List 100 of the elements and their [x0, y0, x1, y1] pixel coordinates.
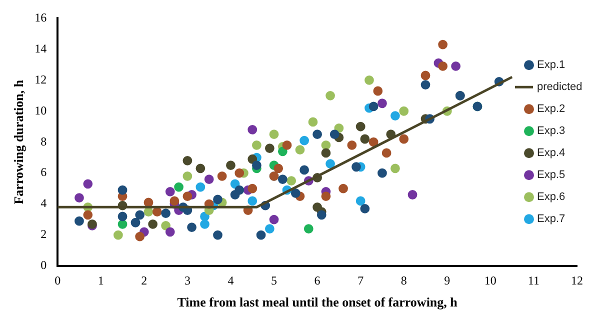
y-tick-label: 0: [40, 258, 47, 272]
point: [74, 216, 84, 226]
point: [321, 192, 331, 202]
point: [264, 144, 274, 153]
point: [330, 130, 340, 140]
point: [174, 182, 184, 192]
x-tick-label: 10: [484, 273, 496, 288]
point: [438, 62, 448, 71]
point: [326, 159, 335, 168]
point: [352, 162, 361, 172]
point: [378, 168, 387, 178]
point: [234, 168, 244, 178]
point: [113, 230, 123, 240]
point: [300, 165, 310, 175]
point: [196, 182, 206, 192]
point: [187, 222, 196, 232]
point: [182, 192, 192, 202]
x-tick-label: 5: [271, 273, 278, 288]
point: [274, 164, 284, 174]
point: [304, 224, 314, 234]
point: [295, 145, 305, 155]
legend-label: Exp.7: [537, 213, 566, 226]
point: [282, 140, 292, 150]
point: [360, 204, 370, 214]
legend-label: Exp.5: [537, 169, 566, 182]
point: [420, 80, 430, 90]
point: [135, 210, 145, 220]
point: [356, 122, 366, 132]
point: [290, 188, 300, 198]
x-tick-label: 2: [141, 273, 148, 288]
point: [252, 160, 262, 170]
point: [148, 219, 158, 229]
point: [382, 148, 392, 158]
point: [248, 154, 258, 164]
point: [451, 62, 461, 71]
point: [356, 196, 366, 206]
point: [368, 102, 378, 112]
point: [252, 140, 262, 150]
x-tick-label: 8: [400, 273, 407, 288]
point: [390, 164, 400, 174]
point: [347, 140, 357, 150]
point: [118, 219, 128, 229]
point: [378, 98, 387, 108]
point: [196, 164, 206, 174]
point: [161, 208, 171, 218]
point: [308, 117, 318, 127]
point: [226, 160, 236, 170]
point: [248, 196, 258, 206]
point: [248, 125, 258, 134]
x-tick-label: 9: [444, 273, 450, 288]
point: [321, 148, 331, 158]
point: [217, 171, 227, 181]
point: [165, 186, 175, 196]
x-tick-label: 11: [528, 273, 540, 288]
point: [368, 137, 378, 147]
legend-label: Exp.1: [537, 59, 566, 72]
point: [118, 212, 128, 222]
y-tick-label: 2: [40, 227, 47, 242]
y-tick-label: 4: [40, 196, 47, 210]
point: [373, 86, 383, 96]
point: [182, 171, 192, 181]
point: [364, 75, 374, 85]
x-tick-label: 1: [98, 273, 104, 288]
legend-label: predicted: [537, 81, 582, 94]
point: [399, 106, 409, 116]
point: [278, 146, 288, 156]
x-tick-label: 12: [571, 273, 583, 288]
y-tick-label: 12: [34, 72, 47, 86]
legend-label: Exp.4: [537, 147, 566, 160]
point: [438, 40, 448, 50]
point: [74, 193, 84, 203]
point: [321, 140, 331, 150]
y-tick-label: 10: [34, 103, 47, 118]
point: [269, 214, 279, 224]
point: [165, 227, 175, 237]
y-tick-label: 6: [40, 165, 47, 180]
x-tick-label: 7: [358, 273, 364, 288]
point: [182, 156, 192, 166]
point: [83, 210, 93, 220]
x-tick-label: 6: [314, 273, 320, 288]
point: [170, 196, 180, 206]
point: [230, 190, 240, 200]
point: [144, 198, 154, 208]
point: [326, 90, 335, 100]
point: [135, 232, 145, 242]
y-axis-title: Farrowing duration, h: [11, 79, 26, 204]
point: [256, 230, 266, 240]
legend-label: Exp.2: [537, 103, 566, 116]
y-tick-label: 14: [34, 41, 47, 56]
legend-label: Exp.6: [537, 191, 566, 204]
point: [338, 184, 348, 194]
point: [264, 224, 274, 234]
point: [248, 184, 258, 194]
point: [118, 185, 128, 195]
point: [269, 130, 279, 140]
point: [300, 136, 310, 146]
x-tick-label: 3: [184, 273, 190, 288]
point: [420, 70, 430, 80]
y-tick-label: 8: [40, 134, 47, 148]
point: [360, 134, 370, 144]
